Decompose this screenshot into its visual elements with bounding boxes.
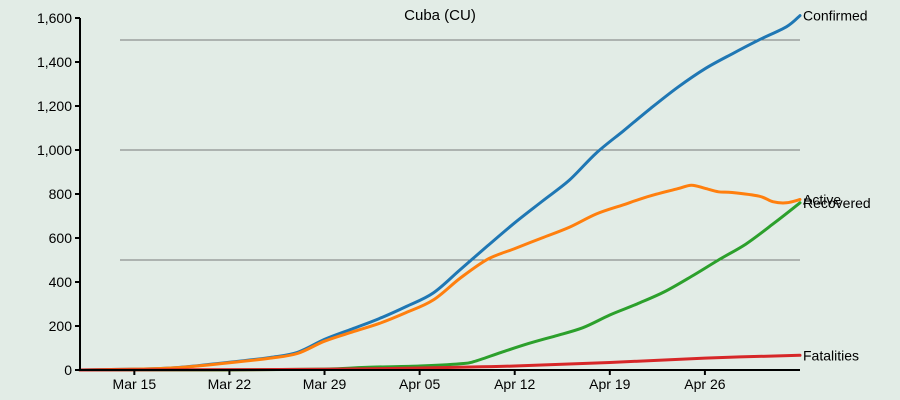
x-tick-label: Mar 22 [208,376,252,392]
y-tick-label: 800 [49,186,73,202]
x-tick-label: Apr 12 [494,376,535,392]
x-axis: Mar 15 Mar 22 Mar 29 Apr 05 Apr 12 Apr 19 Apr … [80,369,800,392]
x-tick-label: Mar 29 [303,376,347,392]
x-tick-label: Apr 19 [589,376,630,392]
x-tick-label: Apr 05 [399,376,440,392]
y-tick-label: 400 [49,274,73,290]
series-label-recovered: Recovered [803,195,871,211]
series-label-active: Active [803,192,841,208]
grid-lines [120,39,800,261]
y-tick-label: 600 [49,230,73,246]
series-line-active [78,183,802,372]
y-tick-label: 1,000 [37,142,72,158]
series-line-confirmed [78,14,802,372]
x-tick-label: Apr 26 [684,376,725,392]
chart-title: Cuba (CU) [404,7,476,24]
series-lines [78,14,802,372]
y-tick-label: 0 [64,362,72,378]
series-label-confirmed: Confirmed [803,8,868,24]
x-tick-label: Mar 15 [113,376,157,392]
y-axis: 0 200 400 600 800 1,000 1,200 1,400 1,600 [37,10,81,378]
y-tick-label: 1,400 [37,54,72,70]
y-tick-label: 1,600 [37,10,72,26]
series-label-fatalities: Fatalities [803,347,859,363]
y-tick-label: 1,200 [37,98,72,114]
y-tick-label: 200 [49,318,73,334]
